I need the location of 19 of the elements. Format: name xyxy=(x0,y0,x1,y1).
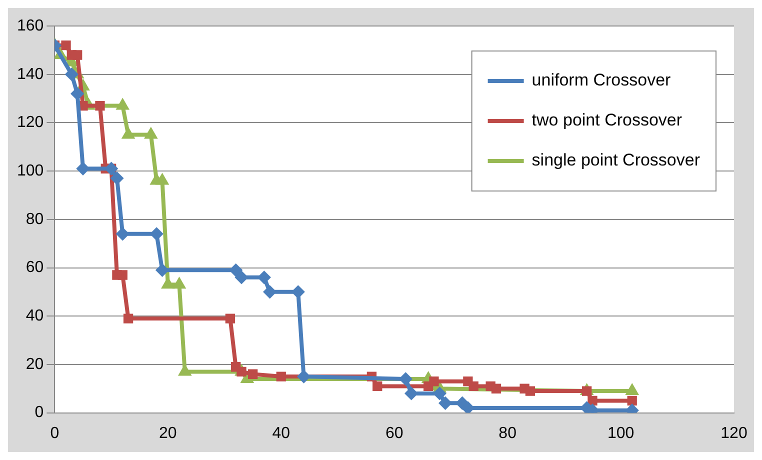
y-tick-label: 100 xyxy=(16,162,44,180)
y-tick-label: 40 xyxy=(26,308,44,325)
x-tick-label: 60 xyxy=(385,424,404,442)
x-tick-label: 20 xyxy=(159,424,177,442)
y-tick-label: 120 xyxy=(16,114,44,132)
x-tick-label: 40 xyxy=(272,424,290,442)
y-tick-label: 0 xyxy=(34,404,44,422)
y-tick-label: 60 xyxy=(26,259,44,276)
y-tick-label: 80 xyxy=(26,210,44,228)
x-tick-label: 0 xyxy=(50,424,60,442)
x-tick-label: 120 xyxy=(720,424,748,442)
y-tick-label: 140 xyxy=(16,66,44,83)
y-tick-label: 20 xyxy=(26,356,44,373)
legend-label: two point Crossover xyxy=(532,110,682,130)
legend-label: uniform Crossover xyxy=(532,70,672,90)
x-tick-label: 100 xyxy=(607,424,634,442)
y-tick-label: 160 xyxy=(16,17,44,34)
legend-label: single point Crossover xyxy=(532,150,700,170)
x-tick-label: 80 xyxy=(498,424,517,442)
